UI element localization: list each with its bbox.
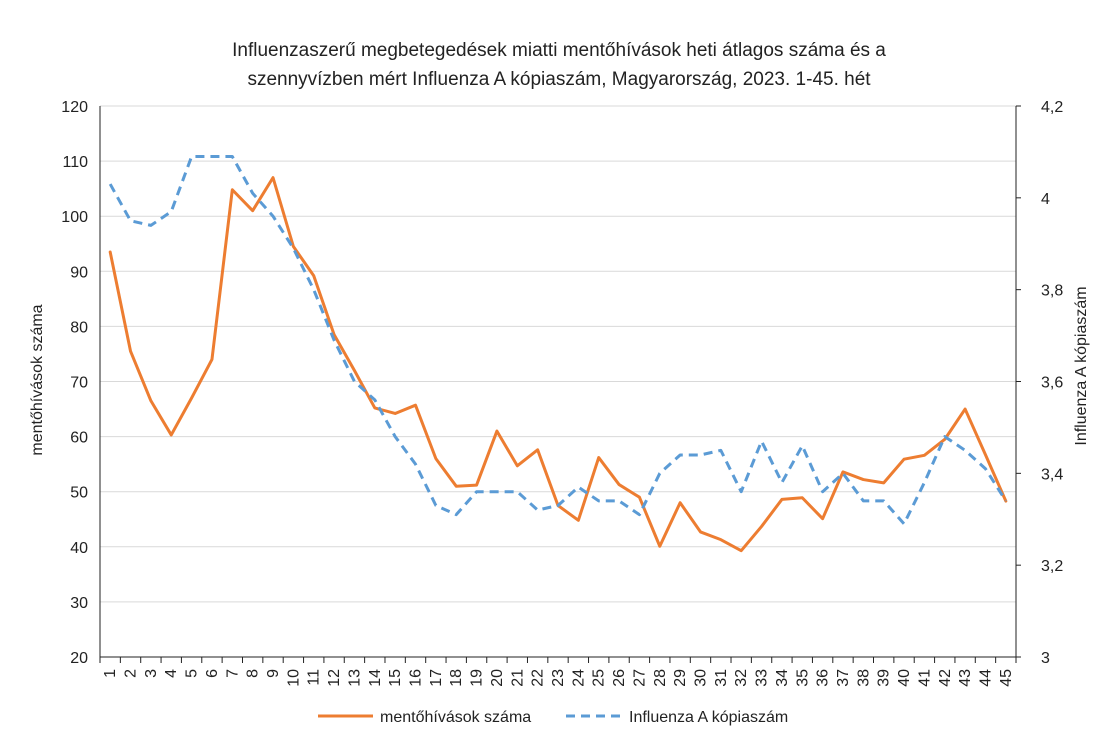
x-tick-label: 36	[815, 669, 832, 687]
x-tick-label: 42	[937, 669, 954, 687]
x-tick-label: 20	[489, 669, 506, 687]
x-tick-label: 17	[428, 669, 445, 687]
y-left-tick-label: 40	[70, 540, 88, 557]
series-lines	[108, 155, 1008, 553]
x-tick-label: 3	[143, 669, 160, 678]
y-right-tick-label: 3,8	[1041, 283, 1063, 300]
y-axis-right-label: Influenza A kópiaszám	[1073, 286, 1090, 445]
y-left-tick-label: 120	[61, 99, 88, 116]
x-tick-label: 13	[346, 669, 363, 687]
y-right-tick-label: 3,2	[1041, 558, 1063, 575]
x-tick-label: 39	[876, 669, 893, 687]
y-axis-left-label: mentőhívások száma	[29, 304, 46, 455]
tick-labels: 203040506070809010011012033,23,43,63,844…	[61, 99, 1063, 687]
x-tick-label: 29	[672, 669, 689, 687]
x-tick-label: 5	[184, 669, 201, 678]
x-tick-label: 2	[123, 669, 140, 678]
y-left-tick-label: 90	[70, 264, 88, 281]
x-tick-label: 12	[326, 669, 343, 687]
x-tick-label: 22	[530, 669, 547, 687]
legend-label-2: Influenza A kópiaszám	[629, 709, 788, 726]
x-tick-label: 18	[448, 669, 465, 687]
x-tick-label: 38	[855, 669, 872, 687]
x-tick-label: 8	[245, 669, 262, 678]
x-tick-label: 40	[896, 669, 913, 687]
x-tick-label: 28	[652, 669, 669, 687]
x-tick-label: 26	[611, 669, 628, 687]
x-tick-label: 1	[102, 669, 119, 678]
series-line-2	[108, 155, 1008, 526]
y-left-tick-label: 50	[70, 485, 88, 502]
legend: mentőhívások száma Influenza A kópiaszám	[318, 709, 788, 726]
y-right-tick-label: 3	[1041, 650, 1050, 667]
x-tick-label: 25	[591, 669, 608, 687]
x-tick-label: 21	[509, 669, 526, 687]
x-tick-label: 14	[367, 669, 384, 687]
y-left-tick-label: 110	[62, 154, 88, 171]
x-tick-label: 19	[469, 669, 486, 687]
x-tick-label: 10	[285, 669, 302, 687]
x-tick-label: 4	[163, 669, 180, 678]
y-right-tick-label: 4,2	[1041, 99, 1063, 116]
y-right-tick-label: 3,6	[1041, 375, 1063, 392]
x-tick-label: 24	[570, 669, 587, 687]
x-tick-label: 34	[774, 669, 791, 687]
chart-title-line-2: szennyvízben mért Influenza A kópiaszám,…	[247, 69, 871, 90]
x-tick-label: 37	[835, 669, 852, 687]
legend-label-1: mentőhívások száma	[380, 709, 531, 726]
x-tick-label: 35	[794, 669, 811, 687]
x-tick-label: 9	[265, 669, 282, 678]
y-left-tick-label: 70	[70, 375, 88, 392]
gridlines	[100, 105, 1016, 603]
series-line-1	[108, 176, 1008, 553]
x-tick-label: 11	[306, 669, 323, 686]
x-tick-label: 44	[977, 669, 994, 687]
x-tick-label: 15	[387, 669, 404, 687]
y-left-tick-label: 60	[70, 430, 88, 447]
x-tick-label: 27	[631, 669, 648, 687]
y-left-tick-label: 100	[61, 209, 88, 226]
x-tick-label: 32	[733, 669, 750, 687]
axes	[99, 105, 1021, 663]
y-left-tick-label: 80	[70, 319, 88, 336]
x-tick-label: 7	[224, 669, 241, 678]
chart-title-line-1: Influenzaszerű megbetegedések miatti men…	[232, 40, 886, 61]
x-tick-label: 33	[754, 669, 771, 687]
x-tick-label: 41	[916, 669, 933, 687]
x-tick-label: 6	[204, 669, 221, 678]
x-tick-label: 23	[550, 669, 567, 687]
chart-title: Influenzaszerű megbetegedések miatti men…	[0, 36, 1118, 94]
x-tick-label: 31	[713, 669, 730, 687]
x-tick-label: 16	[408, 669, 425, 687]
x-tick-label: 45	[998, 669, 1015, 687]
y-left-tick-label: 20	[70, 650, 88, 667]
y-right-tick-label: 3,4	[1041, 466, 1063, 483]
y-right-tick-label: 4	[1041, 191, 1050, 208]
x-tick-label: 43	[957, 669, 974, 687]
x-tick-label: 30	[692, 669, 709, 687]
y-left-tick-label: 30	[70, 595, 88, 612]
